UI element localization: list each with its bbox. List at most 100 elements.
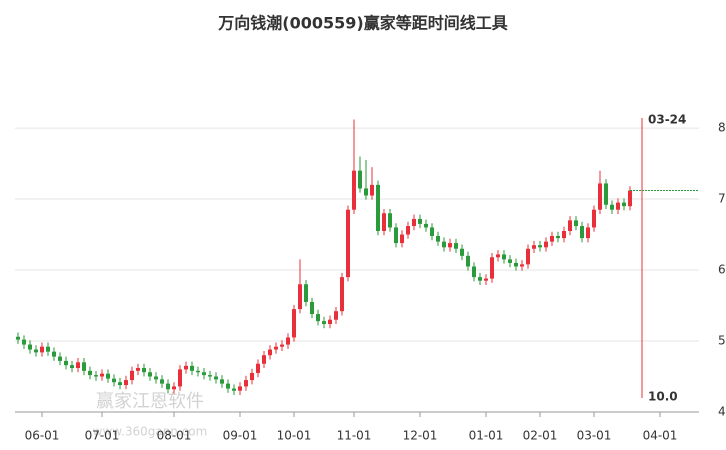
candle-body [364, 188, 368, 196]
candle-body [184, 365, 188, 370]
candle-body [328, 319, 332, 324]
candle-body [58, 356, 62, 361]
candle-body [394, 227, 398, 244]
candle-body [262, 355, 266, 364]
candle-body [604, 183, 608, 205]
candle-body [34, 349, 38, 353]
candle-body [40, 346, 44, 353]
candle-body [76, 362, 80, 368]
candle-body [568, 220, 572, 231]
candle-body [370, 184, 374, 196]
candle-body [202, 372, 206, 376]
candle-body [484, 278, 488, 281]
x-tick-label: 09-01 [223, 429, 258, 443]
candle-body [418, 218, 422, 224]
candle-body [574, 220, 578, 227]
candle-body [526, 248, 530, 265]
candle-body [436, 235, 440, 242]
candle-body [130, 370, 134, 381]
candle-body [322, 321, 326, 324]
y-tick-label: 5 [718, 334, 726, 348]
candle-body [310, 301, 314, 315]
candle-body [520, 264, 524, 267]
candle-body [250, 372, 254, 381]
candle-body [28, 344, 32, 350]
x-tick-label: 02-01 [523, 429, 558, 443]
x-tick-label: 04-01 [643, 429, 678, 443]
candle-body [70, 365, 74, 368]
candle-body [388, 213, 392, 228]
candle-body [412, 218, 416, 227]
candle-body [580, 226, 584, 239]
candle-body [616, 202, 620, 210]
candle-body [148, 372, 152, 377]
candle-body [334, 311, 338, 320]
candle-body [382, 213, 386, 231]
candle-body [352, 170, 356, 210]
candle-body [514, 262, 518, 267]
candle-body [556, 235, 560, 239]
candle-body [286, 337, 290, 345]
candle-body [274, 346, 278, 350]
candle-body [64, 360, 68, 366]
candle-body [154, 376, 158, 380]
candle-body [304, 284, 308, 302]
x-tick-label: 10-01 [277, 429, 312, 443]
candle-body [442, 241, 446, 248]
candle-body [232, 388, 236, 391]
candle-body [100, 373, 104, 377]
candle-body [298, 284, 302, 310]
candle-body [238, 386, 242, 391]
x-tick-label: 11-01 [337, 429, 372, 443]
candle-body [136, 367, 140, 371]
candle-body [538, 245, 542, 248]
candle-body [22, 339, 26, 345]
candle-body [244, 380, 248, 387]
candle-body [592, 209, 596, 228]
candle-body [628, 190, 632, 207]
x-tick-label: 06-01 [25, 429, 60, 443]
candle-body [622, 202, 626, 207]
candle-body [226, 383, 230, 389]
y-tick-label: 6 [718, 263, 726, 277]
candle-body [94, 375, 98, 377]
y-tick-label: 8 [718, 121, 726, 135]
candle-body [460, 248, 464, 256]
candle-body [472, 266, 476, 278]
candle-body [316, 314, 320, 322]
candle-body [400, 234, 404, 244]
candle-body [52, 351, 56, 357]
candle-body [172, 386, 176, 390]
candle-body [478, 277, 482, 281]
candle-body [112, 378, 116, 383]
candle-body [562, 231, 566, 239]
candle-body [82, 362, 86, 371]
candle-body [454, 243, 458, 249]
y-tick-label: 7 [718, 192, 726, 206]
candle-body [88, 370, 92, 376]
x-tick-label: 07-01 [85, 429, 120, 443]
candle-body [118, 382, 122, 386]
watermark: www.360gann.com [93, 425, 208, 439]
candle-body [346, 209, 350, 278]
y-tick-label: 4 [718, 405, 726, 419]
candle-body [502, 254, 506, 260]
x-tick-label: 03-01 [577, 429, 612, 443]
candle-body [448, 243, 452, 248]
candle-body [586, 227, 590, 239]
candle-body [220, 379, 224, 384]
candle-body [292, 309, 296, 338]
candle-body [508, 259, 512, 263]
watermark: 赢家江恩软件 [96, 390, 204, 412]
candle-body [376, 184, 380, 231]
candle-body [550, 235, 554, 242]
x-tick-label: 08-01 [157, 429, 192, 443]
candle-body [106, 373, 110, 379]
candle-body [424, 223, 428, 228]
candle-body [160, 379, 164, 384]
candle-body [190, 365, 194, 371]
candle-body [166, 383, 170, 390]
candle-body [196, 370, 200, 373]
candle-body [280, 344, 284, 347]
